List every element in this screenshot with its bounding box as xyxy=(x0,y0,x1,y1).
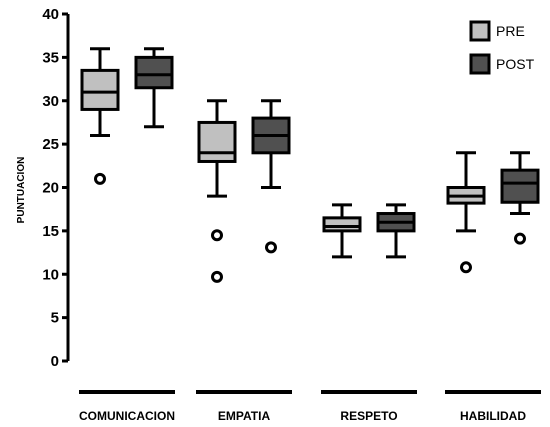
y-tick-label: 15 xyxy=(42,223,59,240)
y-tick-label: 30 xyxy=(42,93,59,110)
iqr-box xyxy=(80,68,120,111)
outlier-point xyxy=(460,261,472,274)
legend-label: POST xyxy=(496,56,535,72)
y-tick-label: 0 xyxy=(51,353,59,370)
box-pre-comunicacion xyxy=(80,47,120,185)
outlier-point xyxy=(514,232,526,245)
axes: 0 5 10 15 20 25 30 35 40 PUNTUACION xyxy=(16,6,70,370)
iqr-box xyxy=(134,55,174,90)
legend-swatch xyxy=(469,20,491,42)
box-pre-empatia xyxy=(197,99,237,283)
y-tick-label: 40 xyxy=(42,6,59,23)
box-pre-habilidad xyxy=(446,151,486,274)
y-axis-label: PUNTUACION xyxy=(16,157,27,224)
y-tick-label: 10 xyxy=(42,266,59,283)
y-tick-label: 35 xyxy=(42,49,59,66)
boxes xyxy=(80,47,540,283)
box-pre-respeto xyxy=(322,203,362,259)
iqr-box xyxy=(500,168,540,204)
legend-label: PRE xyxy=(496,23,525,39)
box-post-empatia xyxy=(251,99,291,254)
category-label: HABILIDAD xyxy=(460,409,526,423)
category-label: RESPETO xyxy=(340,409,397,423)
legend-swatch xyxy=(469,53,491,75)
iqr-box xyxy=(197,120,237,163)
outlier-point xyxy=(94,172,106,185)
y-tick-label: 20 xyxy=(42,180,59,197)
category-label: EMPATIA xyxy=(218,409,271,423)
outlier-point xyxy=(265,241,277,254)
category-labels: COMUNICACION EMPATIA RESPETO HABILIDAD xyxy=(79,390,541,423)
y-tick-label: 25 xyxy=(42,136,59,153)
box-post-comunicacion xyxy=(134,47,174,129)
iqr-box xyxy=(322,216,362,233)
category-label: COMUNICACION xyxy=(79,409,175,423)
box-post-habilidad xyxy=(500,151,540,245)
outlier-point xyxy=(211,229,223,242)
y-tick-label: 5 xyxy=(51,310,59,327)
legend: PRE POST xyxy=(469,20,535,75)
outlier-point xyxy=(211,270,223,283)
box-post-respeto xyxy=(376,203,416,259)
